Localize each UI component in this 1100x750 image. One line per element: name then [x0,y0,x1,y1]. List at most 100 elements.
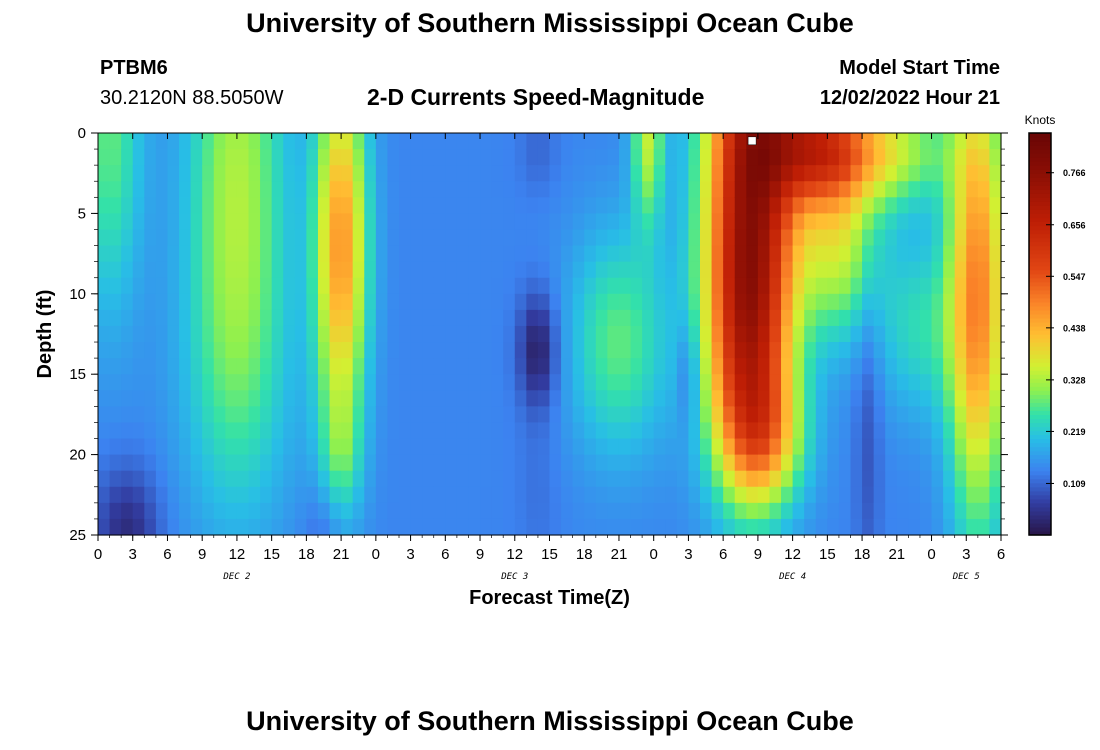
heatmap-cell [537,454,551,472]
heatmap-cell [989,422,1002,440]
heatmap-cell [248,245,261,263]
heatmap-cell [607,358,620,375]
heatmap-cell [781,197,794,214]
heatmap-cell [977,342,991,359]
colorbar-segment [1029,189,1051,194]
heatmap-cell [179,133,192,150]
heatmap-cell [630,422,643,440]
colorbar-segment [1029,137,1051,142]
heatmap-cell [954,390,967,407]
heatmap-cell [584,406,597,424]
heatmap-cell [179,454,192,472]
heatmap-cell [734,342,747,359]
heatmap-cell [294,486,307,504]
heatmap-cell [456,454,470,472]
heatmap-cell [665,245,678,263]
heatmap-cell [653,213,666,231]
heatmap-cell [491,261,504,279]
heatmap-cell [248,165,261,182]
heatmap-cell [607,325,620,343]
heatmap-cell [827,229,840,247]
heatmap-cell [804,390,817,407]
heatmap-cell [491,293,504,311]
heatmap-cell [456,309,470,327]
heatmap-cell [341,438,354,456]
heatmap-cell [271,502,284,520]
heatmap-cell [387,229,400,247]
heatmap-cell [723,197,736,214]
heatmap-cell [433,213,446,231]
heatmap-cell [364,229,377,247]
heatmap-cell [769,422,782,440]
heatmap-cell [514,470,527,488]
colorbar-tick-label: 0.438 [1063,323,1086,333]
heatmap-cell [225,213,238,231]
heatmap-cell [908,309,921,327]
heatmap-cell [549,374,562,391]
footer-title: University of Southern Mississippi Ocean… [246,706,854,736]
colorbar-segment [1029,434,1051,440]
heatmap-cell [827,133,840,150]
colorbar-segment [1029,386,1051,391]
heatmap-cell [642,133,655,150]
heatmap-cell [144,213,157,231]
heatmap-cell [572,325,585,343]
heatmap-cell [341,486,354,504]
heatmap-cell [908,245,921,263]
heatmap-cell [225,309,238,327]
heatmap-cell [561,358,574,375]
heatmap-cell [225,133,238,150]
heatmap-cell [352,374,365,391]
heatmap-cell [456,390,470,407]
heatmap-cell [144,149,157,166]
heatmap-cell [989,165,1002,182]
heatmap-cell [456,261,470,279]
heatmap-cell [561,133,574,150]
heatmap-cell [665,293,678,311]
heatmap-cell [179,229,192,247]
heatmap-cell [399,342,412,359]
heatmap-cell [202,149,215,166]
heatmap-cell [769,454,782,472]
heatmap-cell [306,197,319,214]
heatmap-cell [584,390,597,407]
heatmap-cell [676,358,690,375]
heatmap-cell [433,422,446,440]
heatmap-cell [375,181,389,198]
heatmap-cell [260,438,273,456]
heatmap-cell [688,422,701,440]
heatmap-cell [989,486,1002,504]
heatmap-cell [179,502,192,520]
heatmap-cell [896,245,909,263]
heatmap-cell [607,502,620,520]
heatmap-cell [410,229,423,247]
heatmap-cell [526,325,539,343]
heatmap-cell [561,261,574,279]
heatmap-cell [769,406,782,424]
heatmap-cell [364,133,377,150]
heatmap-cell [260,277,273,295]
heatmap-cell [132,502,145,520]
heatmap-cell [399,133,412,150]
heatmap-cell [260,165,273,182]
heatmap-cell [387,261,400,279]
heatmap-cell [757,261,771,279]
heatmap-cell [306,486,319,504]
heatmap-cell [723,277,736,295]
heatmap-cell [688,438,701,456]
heatmap-cell [769,358,782,375]
heatmap-cell [433,309,446,327]
heatmap-cell [98,133,111,150]
heatmap-cell [271,245,284,263]
heatmap-cell [711,342,724,359]
heatmap-cell [306,165,319,182]
heatmap-cell [595,245,608,263]
heatmap-cell [862,293,875,311]
heatmap-cell [804,358,817,375]
heatmap-cell [885,438,898,456]
heatmap-cell [294,165,307,182]
heatmap-cell [815,197,828,214]
x-tick-label: 0 [94,546,102,563]
heatmap-cell [757,293,771,311]
heatmap-cell [838,229,852,247]
